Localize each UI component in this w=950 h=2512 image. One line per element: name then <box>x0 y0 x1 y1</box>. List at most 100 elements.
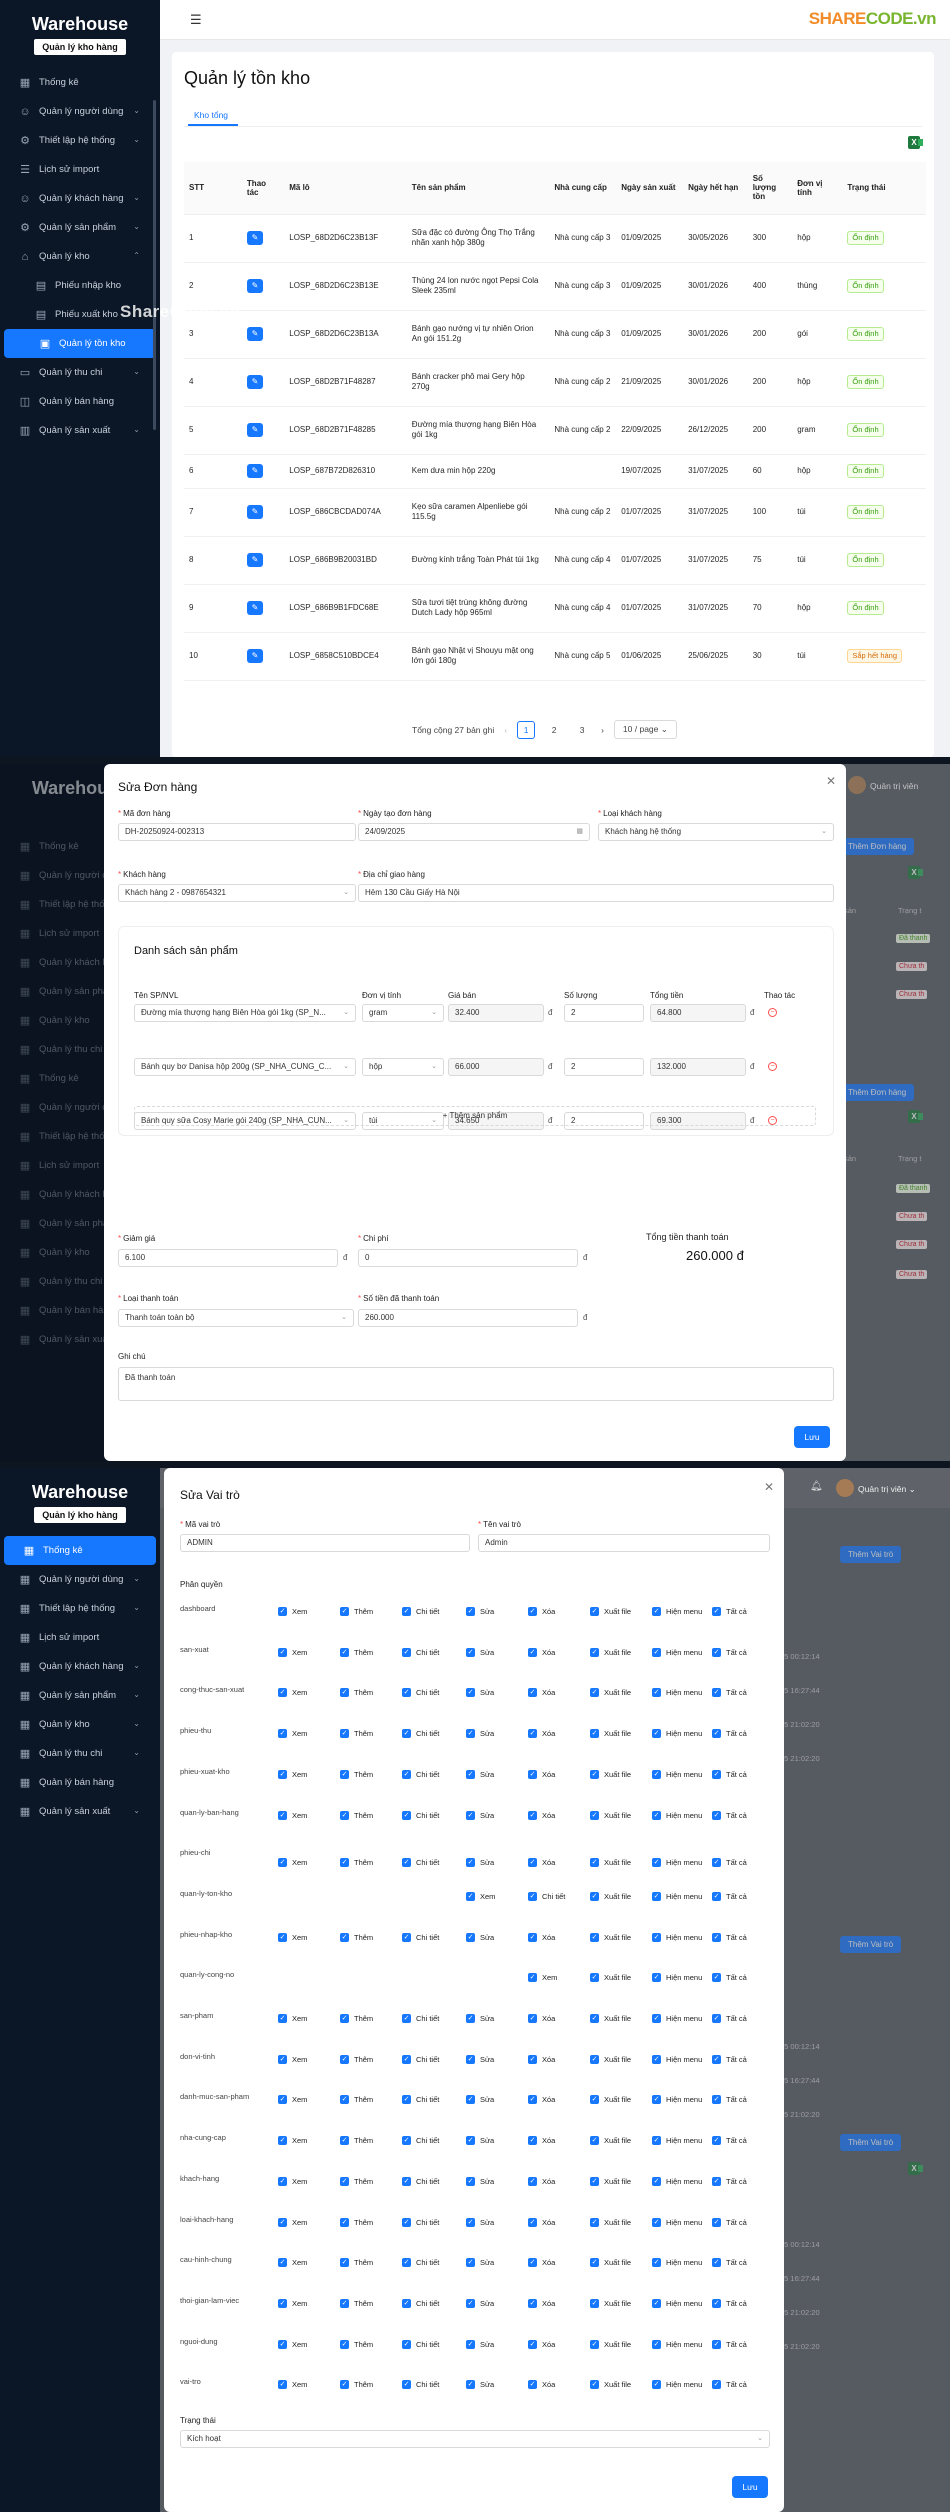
permission-checkbox[interactable]: ✓ Xem <box>278 1607 307 1616</box>
permission-checkbox[interactable]: ✓ Thêm <box>340 2054 373 2064</box>
permission-checkbox[interactable]: ✓ Chi tiết <box>402 2136 439 2146</box>
permission-checkbox[interactable]: ✓ Sửa <box>466 1607 494 1616</box>
permission-checkbox[interactable]: ✓ Hiện menu <box>652 2054 702 2064</box>
permission-checkbox[interactable]: ✓ Hiện menu <box>652 2298 702 2308</box>
permission-checkbox[interactable]: ✓ Chi tiết <box>402 2217 439 2227</box>
role-name-input[interactable]: Admin <box>478 1534 770 1552</box>
close-icon[interactable]: ✕ <box>825 774 836 788</box>
permission-checkbox[interactable]: ✓ Sửa <box>466 2380 494 2390</box>
permission-checkbox[interactable]: ✓ Xem <box>278 2339 307 2349</box>
permission-checkbox[interactable]: ✓ Thêm <box>340 2380 373 2390</box>
permission-checkbox[interactable]: ✓ Chi tiết <box>402 1647 439 1657</box>
permission-checkbox[interactable]: ✓ Xuất file <box>590 1607 631 1616</box>
edit-button[interactable]: ✎ <box>246 505 263 519</box>
customer-select[interactable]: Khách hàng 2 - 0987654321 ⌄ <box>118 884 356 902</box>
permission-checkbox[interactable]: ✓ Tất cả <box>712 1607 747 1616</box>
permission-checkbox[interactable]: ✓ Xem <box>278 1932 307 1942</box>
delete-icon[interactable]: − <box>768 1008 777 1017</box>
bell-icon[interactable]: 🔔︎ <box>810 1481 823 1492</box>
permission-checkbox[interactable]: ✓ Sửa <box>466 2014 494 2023</box>
customer-type-select[interactable]: Khách hàng hệ thống ⌄ <box>598 823 834 841</box>
order-date-picker[interactable]: 24/09/2025 ▦ <box>358 823 590 841</box>
permission-checkbox[interactable]: ✓ Xóa <box>528 1932 555 1942</box>
edit-button[interactable]: ✎ <box>246 649 263 663</box>
sidebar-item-12[interactable]: ▥ Quản lý sản xuất ⌄ <box>0 416 160 445</box>
permission-checkbox[interactable]: ✓ Sửa <box>466 2136 494 2146</box>
sidebar-item-8[interactable]: ▦ Quản lý bán hàng <box>0 1768 160 1797</box>
permission-checkbox[interactable]: ✓ Xem <box>278 2054 307 2064</box>
edit-button[interactable]: ✎ <box>246 464 263 478</box>
permission-checkbox[interactable]: ✓ Xóa <box>528 2136 555 2146</box>
edit-button[interactable]: ✎ <box>246 553 263 567</box>
permission-checkbox[interactable]: ✓ Xem <box>278 2136 307 2146</box>
permission-checkbox[interactable]: ✓ Tất cả <box>712 2380 747 2390</box>
sidebar-scrollbar[interactable] <box>153 100 156 430</box>
permission-checkbox[interactable]: ✓ Sửa <box>466 1810 494 1820</box>
permission-checkbox[interactable]: ✓ Thêm <box>340 2298 373 2308</box>
permission-checkbox[interactable]: ✓ Thêm <box>340 2258 373 2268</box>
permission-checkbox[interactable]: ✓ Thêm <box>340 2095 373 2105</box>
permission-checkbox[interactable]: ✓ Xóa <box>528 1688 555 1698</box>
permission-checkbox[interactable]: ✓ Sửa <box>466 1729 494 1739</box>
sidebar-item-9[interactable]: ▦ Quản lý sản xuất ⌄ <box>0 1797 160 1826</box>
permission-checkbox[interactable]: ✓ Chi tiết <box>402 2014 439 2023</box>
permission-checkbox[interactable]: ✓ Hiện menu <box>652 2095 702 2105</box>
permission-checkbox[interactable]: ✓ Chi tiết <box>402 1688 439 1698</box>
permission-checkbox[interactable]: ✓ Xuất file <box>590 2380 631 2390</box>
permission-checkbox[interactable]: ✓ Tất cả <box>712 2014 747 2023</box>
unit-select[interactable]: hộp ⌄ <box>362 1058 444 1076</box>
permission-checkbox[interactable]: ✓ Thêm <box>340 1932 373 1942</box>
permission-checkbox[interactable]: ✓ Xuất file <box>590 2339 631 2349</box>
permission-checkbox[interactable]: ✓ Sửa <box>466 1769 494 1779</box>
sidebar-item-0[interactable]: ▦ Thống kê <box>4 1536 156 1565</box>
permission-checkbox[interactable]: ✓ Sửa <box>466 2217 494 2227</box>
sidebar-item-3[interactable]: ▦ Lịch sử import <box>0 1623 160 1652</box>
permission-checkbox[interactable]: ✓ Chi tiết <box>402 1607 439 1616</box>
permission-checkbox[interactable]: ✓ Xóa <box>528 2258 555 2268</box>
edit-button[interactable]: ✎ <box>246 375 263 389</box>
permission-checkbox[interactable]: ✓ Hiện menu <box>652 1858 702 1868</box>
permission-checkbox[interactable]: ✓ Xuất file <box>590 2054 631 2064</box>
paid-amount-input[interactable]: 260.000 <box>358 1309 578 1327</box>
permission-checkbox[interactable]: ✓ Tất cả <box>712 1769 747 1779</box>
page-2[interactable]: 2 <box>551 724 557 735</box>
permission-checkbox[interactable]: ✓ Xóa <box>528 2380 555 2390</box>
permission-checkbox[interactable]: ✓ Xuất file <box>590 1647 631 1657</box>
permission-checkbox[interactable]: ✓ Thêm <box>340 1647 373 1657</box>
permission-checkbox[interactable]: ✓ Xóa <box>528 1810 555 1820</box>
permission-checkbox[interactable]: ✓ Chi tiết <box>528 1891 565 1901</box>
permission-checkbox[interactable]: ✓ Xuất file <box>590 2258 631 2268</box>
permission-checkbox[interactable]: ✓ Xem <box>278 1810 307 1820</box>
sidebar-item-6[interactable]: ▦ Quản lý kho ⌄ <box>0 1710 160 1739</box>
permission-checkbox[interactable]: ✓ Thêm <box>340 1769 373 1779</box>
permission-checkbox[interactable]: ✓ Xóa <box>528 2054 555 2064</box>
permission-checkbox[interactable]: ✓ Thêm <box>340 1688 373 1698</box>
permission-checkbox[interactable]: ✓ Chi tiết <box>402 2095 439 2105</box>
permission-checkbox[interactable]: ✓ Tất cả <box>712 1858 747 1868</box>
permission-checkbox[interactable]: ✓ Sửa <box>466 2298 494 2308</box>
permission-checkbox[interactable]: ✓ Thêm <box>340 2176 373 2186</box>
permission-checkbox[interactable]: ✓ Xóa <box>528 1729 555 1739</box>
permission-checkbox[interactable]: ✓ Xóa <box>528 2339 555 2349</box>
sidebar-item-6[interactable]: ⌂ Quản lý kho ⌃ <box>0 242 160 271</box>
permission-checkbox[interactable]: ✓ Tất cả <box>712 1729 747 1739</box>
permission-checkbox[interactable]: ✓ Tất cả <box>712 2136 747 2146</box>
delete-icon[interactable]: − <box>768 1062 777 1071</box>
permission-checkbox[interactable]: ✓ Xuất file <box>590 2217 631 2227</box>
permission-checkbox[interactable]: ✓ Xuất file <box>590 2095 631 2105</box>
permission-checkbox[interactable]: ✓ Chi tiết <box>402 1769 439 1779</box>
permission-checkbox[interactable]: ✓ Xuất file <box>590 1688 631 1698</box>
permission-checkbox[interactable]: ✓ Xóa <box>528 2176 555 2186</box>
permission-checkbox[interactable]: ✓ Tất cả <box>712 1891 747 1901</box>
permission-checkbox[interactable]: ✓ Chi tiết <box>402 2176 439 2186</box>
unit-select[interactable]: gram ⌄ <box>362 1004 444 1022</box>
permission-checkbox[interactable]: ✓ Chi tiết <box>402 1858 439 1868</box>
edit-button[interactable]: ✎ <box>246 231 263 245</box>
sidebar-item-7[interactable]: ▤ Phiếu nhập kho <box>0 271 160 300</box>
permission-checkbox[interactable]: ✓ Hiện menu <box>652 1973 702 1983</box>
excel-export-icon[interactable]: X <box>908 136 923 149</box>
sidebar-item-1[interactable]: ▦ Quản lý người dùng ⌄ <box>0 1565 160 1594</box>
permission-checkbox[interactable]: ✓ Xóa <box>528 1769 555 1779</box>
permission-checkbox[interactable]: ✓ Chi tiết <box>402 2380 439 2390</box>
avatar[interactable] <box>836 1479 854 1497</box>
